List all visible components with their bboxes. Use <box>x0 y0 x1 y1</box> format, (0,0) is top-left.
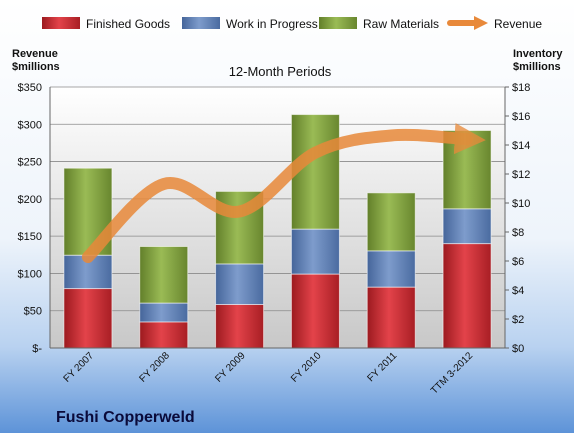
legend-item-work-in-progress: Work in Progress <box>182 17 318 31</box>
legend-label-revenue: Revenue <box>494 17 542 31</box>
legend-label-work-in-progress: Work in Progress <box>226 17 318 31</box>
company-name: Fushi Copperweld <box>56 409 195 426</box>
right-tick-label: $0 <box>512 343 524 355</box>
left-tick-label: $250 <box>18 157 42 169</box>
bar-finished-goods-fy-2008 <box>139 321 189 349</box>
legend-swatch-raw-materials <box>319 17 357 29</box>
right-tick-label: $16 <box>512 111 530 123</box>
right-axis-label-line2: $millions <box>513 61 561 73</box>
left-tick-label: $50 <box>24 306 42 318</box>
revenue-line-layer <box>81 123 486 264</box>
right-tick-label: $18 <box>512 82 530 94</box>
bar-work-in-progress-fy-2010 <box>290 228 340 275</box>
legend-label-raw-materials: Raw Materials <box>363 17 439 31</box>
bar-work-in-progress-fy-2009 <box>215 263 265 305</box>
bar-work-in-progress-ttm-3-2012 <box>442 208 492 245</box>
bar-finished-goods-fy-2010 <box>290 273 340 349</box>
right-tick-label: $6 <box>512 256 524 268</box>
bar-finished-goods-fy-2009 <box>215 304 265 349</box>
right-axis-label-line1: Inventory <box>513 48 563 60</box>
left-tick-label: $300 <box>18 119 42 131</box>
left-tick-label: $350 <box>18 82 42 94</box>
left-axis-label-line1: Revenue <box>12 48 58 60</box>
legend-item-finished-goods: Finished Goods <box>42 17 170 31</box>
left-tick-label: $150 <box>18 231 42 243</box>
bar-work-in-progress-fy-2011 <box>366 250 416 288</box>
gridlines <box>50 86 505 349</box>
left-tick-label: $200 <box>18 194 42 206</box>
bar-raw-materials-fy-2011 <box>366 192 416 252</box>
right-tick-label: $10 <box>512 198 530 210</box>
legend-arrow-revenue <box>474 16 488 30</box>
right-tick-label: $2 <box>512 314 524 326</box>
legend-label-finished-goods: Finished Goods <box>86 17 170 31</box>
bar-raw-materials-fy-2008 <box>139 246 189 304</box>
left-tick-label: $100 <box>18 268 42 280</box>
legend: Finished Goods Work in Progress Raw Mate… <box>42 16 542 31</box>
right-tick-label: $12 <box>512 169 530 181</box>
bar-finished-goods-fy-2007 <box>63 288 113 349</box>
legend-item-raw-materials: Raw Materials <box>319 17 439 31</box>
legend-swatch-work-in-progress <box>182 17 220 29</box>
legend-swatch-finished-goods <box>42 17 80 29</box>
chart-title: 12-Month Periods <box>229 64 332 79</box>
right-tick-label: $14 <box>512 140 530 152</box>
right-tick-label: $8 <box>512 227 524 239</box>
revenue-line <box>81 123 486 264</box>
bar-finished-goods-ttm-3-2012 <box>442 243 492 349</box>
bar-work-in-progress-fy-2008 <box>139 302 189 323</box>
left-tick-label: $- <box>32 343 42 355</box>
bar-finished-goods-fy-2011 <box>366 286 416 349</box>
right-tick-label: $4 <box>512 285 524 297</box>
left-axis-label-line2: $millions <box>12 61 60 73</box>
legend-item-revenue: Revenue <box>447 16 542 31</box>
